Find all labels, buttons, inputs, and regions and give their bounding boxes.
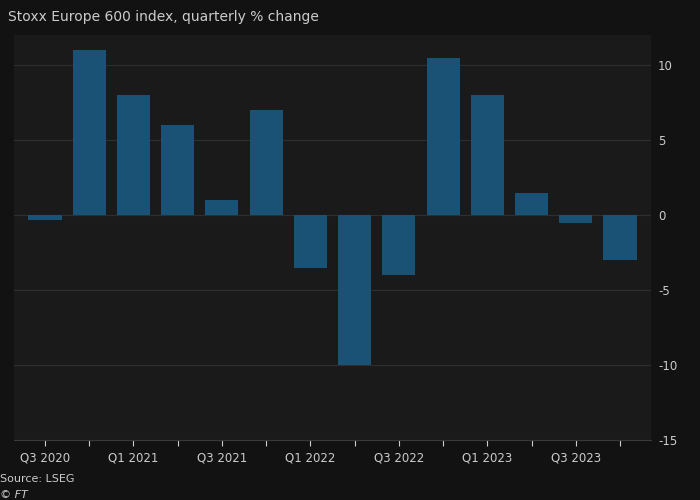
Bar [603, 215, 636, 260]
Bar [338, 215, 371, 365]
Bar [559, 215, 592, 222]
Bar [73, 50, 106, 215]
Bar [470, 95, 504, 215]
Bar [117, 95, 150, 215]
Bar [515, 192, 548, 215]
Bar [161, 125, 195, 215]
Text: © FT: © FT [0, 490, 28, 500]
Bar [382, 215, 415, 275]
Bar [29, 215, 62, 220]
Text: Stoxx Europe 600 index, quarterly % change: Stoxx Europe 600 index, quarterly % chan… [8, 10, 318, 24]
Text: Source: LSEG: Source: LSEG [0, 474, 74, 484]
Bar [205, 200, 239, 215]
Bar [250, 110, 283, 215]
Bar [426, 58, 460, 215]
Bar [294, 215, 327, 268]
